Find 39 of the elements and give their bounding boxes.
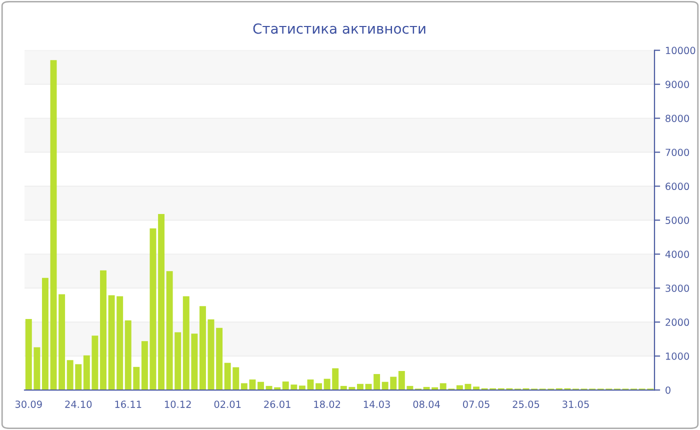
y-tick-label: 10000 bbox=[666, 46, 696, 54]
chart-title: Статистика активности bbox=[253, 23, 426, 34]
bar bbox=[199, 306, 206, 390]
bar bbox=[100, 270, 106, 390]
bar bbox=[374, 374, 380, 390]
y-tick-label: 4000 bbox=[665, 250, 690, 258]
x-tick-label: 26.01 bbox=[264, 400, 290, 408]
bar bbox=[50, 60, 57, 390]
x-tick-label: 16.11 bbox=[115, 400, 142, 408]
bar bbox=[216, 328, 223, 390]
x-tick-label: 30.09 bbox=[15, 400, 42, 408]
y-tick-label: 9000 bbox=[666, 80, 690, 88]
bar bbox=[150, 228, 156, 390]
y-tick-label: 0 bbox=[666, 386, 670, 394]
x-tick-label: 07.05 bbox=[463, 400, 490, 408]
y-tick-label: 1000 bbox=[666, 352, 690, 360]
y-tick-label: 8000 bbox=[666, 114, 690, 122]
x-tick-label: 14.03 bbox=[364, 400, 390, 408]
x-tick-label: 10.12 bbox=[165, 400, 191, 408]
y-tick-label: 2000 bbox=[666, 318, 690, 326]
x-tick-label: 31.05 bbox=[562, 400, 589, 408]
bar bbox=[316, 383, 322, 390]
x-tick-label: 25.05 bbox=[512, 400, 540, 408]
bar bbox=[208, 319, 214, 390]
bar bbox=[58, 294, 66, 390]
bar bbox=[298, 386, 306, 390]
y-tick-label: 3000 bbox=[666, 284, 690, 292]
bar bbox=[158, 214, 165, 390]
bar bbox=[42, 278, 48, 390]
y-tick-label: 7000 bbox=[666, 148, 690, 156]
x-tick-label: 24.10 bbox=[65, 400, 92, 408]
x-tick-label: 02.01 bbox=[214, 400, 241, 408]
y-tick-label: 5000 bbox=[666, 216, 690, 224]
bar bbox=[258, 382, 264, 390]
y-tick-label: 6000 bbox=[666, 182, 690, 190]
bar bbox=[141, 341, 148, 390]
bar bbox=[356, 384, 364, 390]
x-tick-label: 08.04 bbox=[413, 400, 440, 408]
x-tick-label: 18.02 bbox=[314, 400, 340, 408]
